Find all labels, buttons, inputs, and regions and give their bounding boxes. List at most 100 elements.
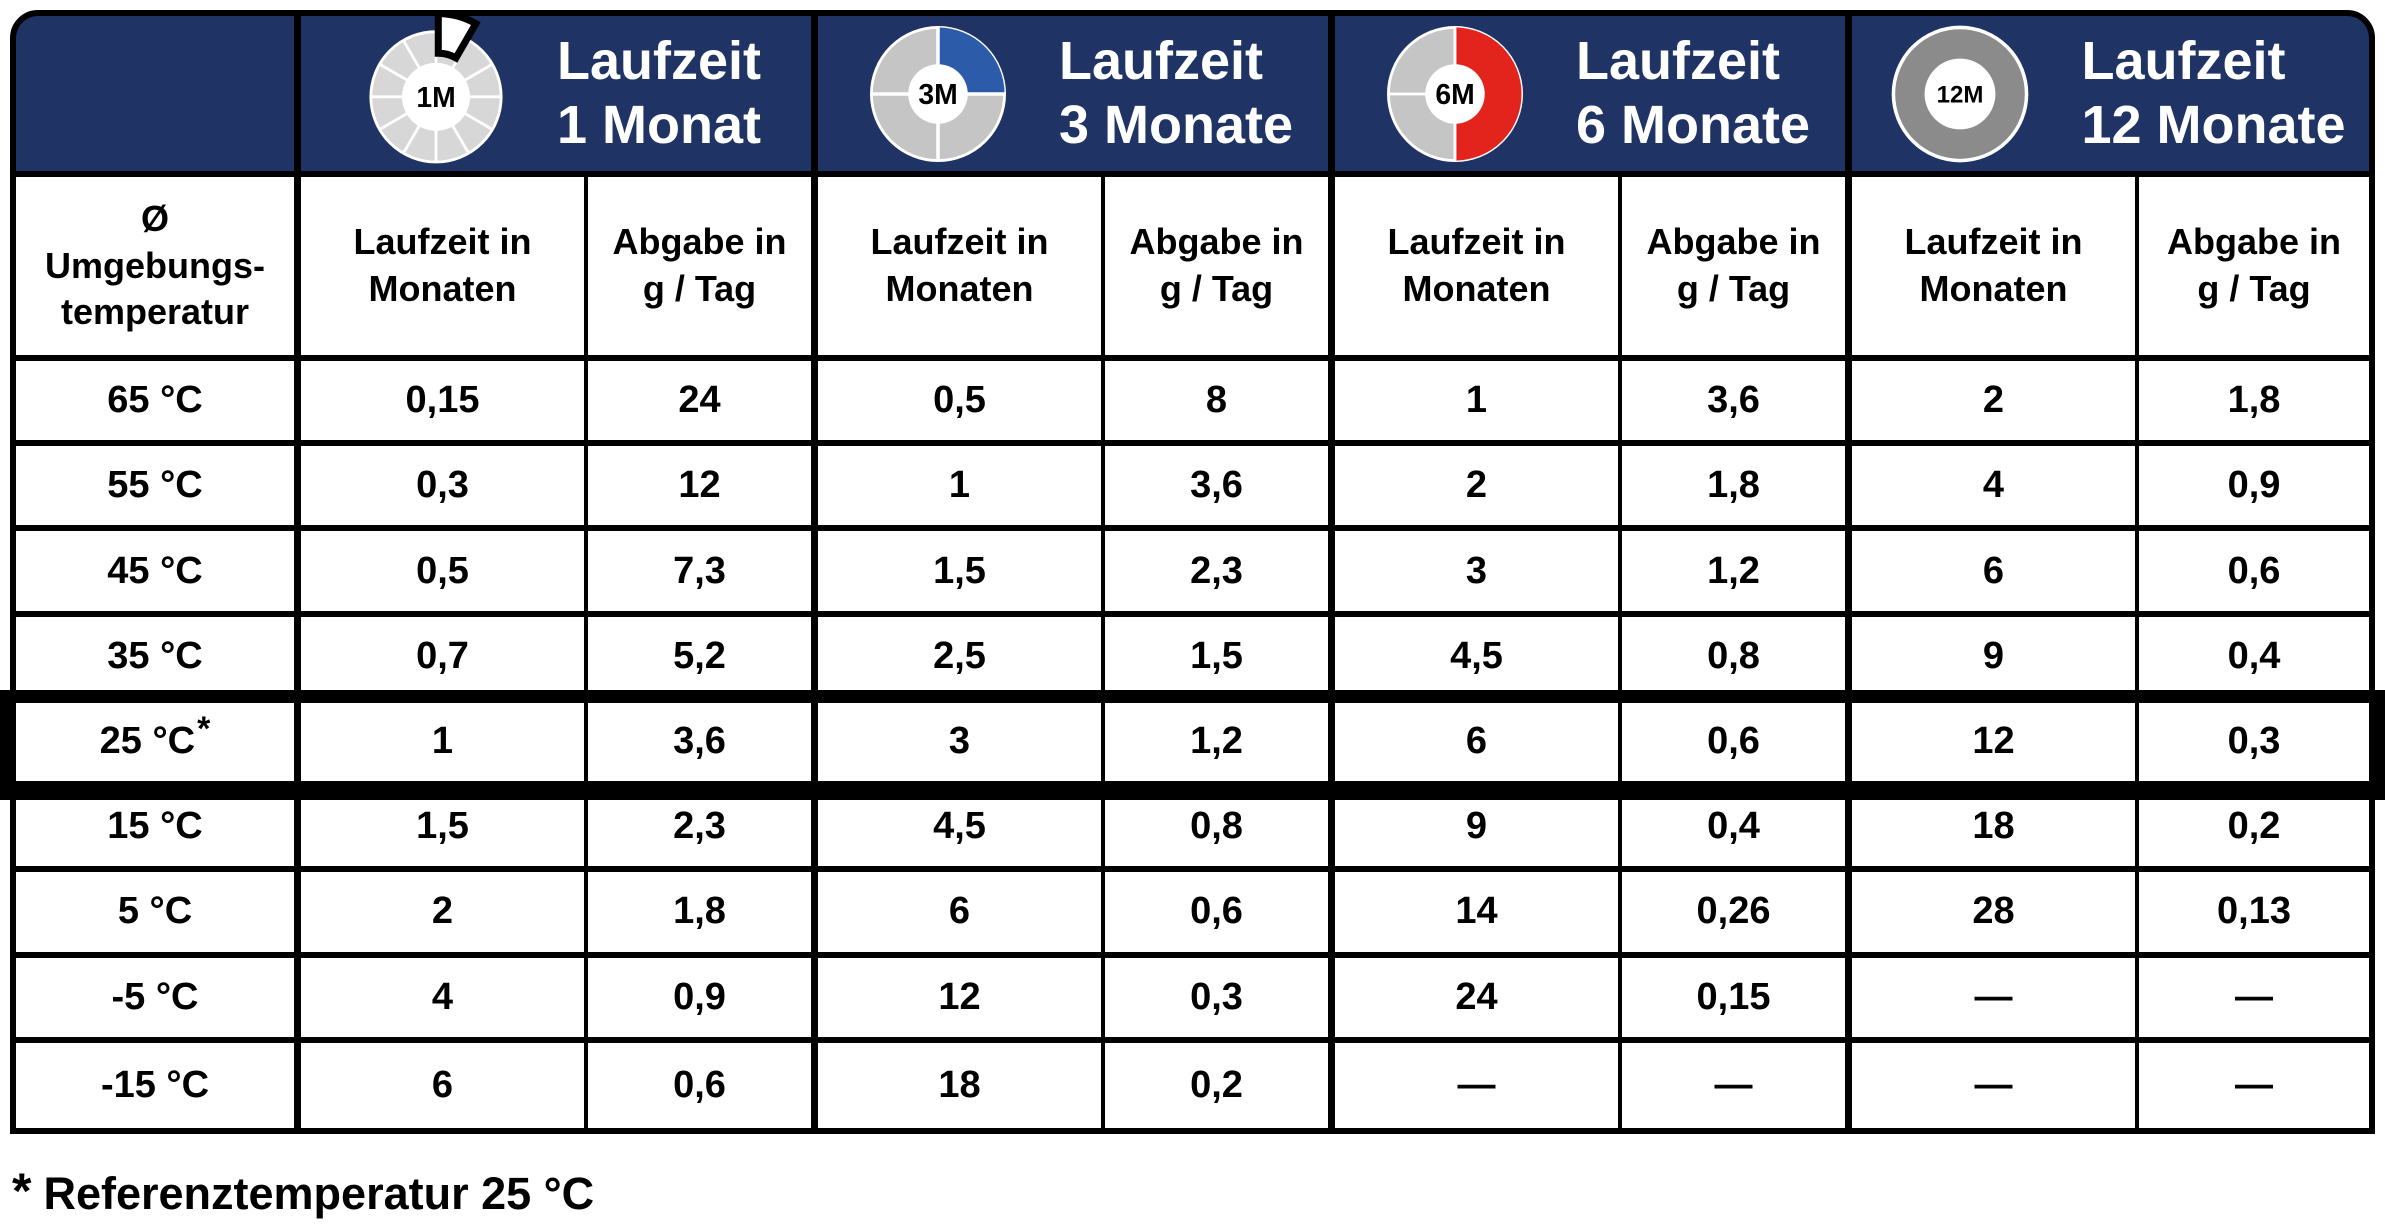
temp-cell: 15 °C — [16, 787, 301, 873]
value-cell: 6 — [1335, 701, 1622, 788]
value-cell: 0,7 — [301, 616, 588, 702]
value-cell: 0,9 — [588, 957, 818, 1043]
value-cell: 2,5 — [818, 616, 1105, 702]
temp-cell: -15 °C — [16, 1042, 301, 1128]
temp-cell: 45 °C — [16, 531, 301, 617]
header-title-6-months: Laufzeit 6 Monate — [1576, 30, 1810, 157]
value-cell: 1,5 — [818, 531, 1105, 617]
runtime-column-header: Laufzeit in Monaten — [1335, 177, 1622, 361]
value-cell: 0,4 — [2139, 616, 2369, 702]
header-group-3-months: 3M Laufzeit 3 Monate — [818, 16, 1335, 177]
release-column-header: Abgabe in g / Tag — [2139, 177, 2369, 361]
temp-column-header: Ø Umgebungs- temperatur — [16, 177, 301, 361]
pie-6m-label: 6M — [1435, 78, 1474, 110]
value-cell: 3,6 — [1105, 446, 1335, 532]
pie-12m-label: 12M — [1937, 81, 1984, 108]
value-cell: — — [1335, 1042, 1622, 1128]
release-column-header: Abgabe in g / Tag — [1622, 177, 1852, 361]
value-cell: 12 — [818, 957, 1105, 1043]
value-cell: 2 — [301, 872, 588, 958]
value-cell: 0,4 — [1622, 787, 1852, 873]
value-cell: 0,6 — [1105, 872, 1335, 958]
value-cell: 4 — [1852, 446, 2139, 532]
header-corner-cell — [16, 16, 301, 177]
value-cell: 1 — [1335, 361, 1622, 447]
runtime-column-header: Laufzeit in Monaten — [818, 177, 1105, 361]
value-cell: 0,6 — [1622, 701, 1852, 788]
value-cell: 0,3 — [1105, 957, 1335, 1043]
value-cell: 0,6 — [2139, 531, 2369, 617]
value-cell: 0,26 — [1622, 872, 1852, 958]
value-cell: 8 — [1105, 361, 1335, 447]
value-cell: 4,5 — [1335, 616, 1622, 702]
value-cell: 6 — [301, 1042, 588, 1128]
header-title-3-months: Laufzeit 3 Monate — [1059, 30, 1293, 157]
temp-cell: 55 °C — [16, 446, 301, 532]
value-cell: 2 — [1852, 361, 2139, 447]
value-cell: 12 — [1852, 701, 2139, 788]
value-cell: 0,8 — [1622, 616, 1852, 702]
value-cell: 18 — [818, 1042, 1105, 1128]
runtime-column-header: Laufzeit in Monaten — [301, 177, 588, 361]
release-column-header: Abgabe in g / Tag — [1105, 177, 1335, 361]
value-cell: 2,3 — [588, 787, 818, 873]
reference-asterisk: * — [197, 709, 211, 748]
value-cell: 2,3 — [1105, 531, 1335, 617]
value-cell: 18 — [1852, 787, 2139, 873]
value-cell: 5,2 — [588, 616, 818, 702]
value-cell: — — [1622, 1042, 1852, 1128]
value-cell: 4,5 — [818, 787, 1105, 873]
value-cell: 24 — [1335, 957, 1622, 1043]
value-cell: 3 — [1335, 531, 1622, 617]
value-cell: 1,8 — [1622, 446, 1852, 532]
value-cell: 1,8 — [588, 872, 818, 958]
footnote-asterisk: * — [12, 1163, 32, 1219]
pie-6-months-icon: 6M — [1386, 25, 1523, 162]
value-cell: 1,5 — [1105, 616, 1335, 702]
value-cell: 1,8 — [2139, 361, 2369, 447]
value-cell: 0,2 — [2139, 787, 2369, 873]
header-group-6-months: 6M Laufzeit 6 Monate — [1335, 16, 1852, 177]
value-cell: 7,3 — [588, 531, 818, 617]
value-cell: 0,6 — [588, 1042, 818, 1128]
value-cell: 1 — [301, 701, 588, 788]
value-cell: 0,2 — [1105, 1042, 1335, 1128]
header-title-line2: 12 Monate — [2081, 94, 2346, 155]
temp-cell: 65 °C — [16, 361, 301, 447]
header-group-12-months: 12M Laufzeit 12 Monate — [1852, 16, 2369, 177]
pie-12-months-icon: 12M — [1892, 25, 2029, 162]
value-cell: 2 — [1335, 446, 1622, 532]
header-title-line1: Laufzeit — [1058, 30, 1263, 91]
value-cell: 14 — [1335, 872, 1622, 958]
temp-header-line3: temperatur — [60, 291, 250, 333]
value-cell: 3,6 — [1622, 361, 1852, 447]
value-cell: 6 — [1852, 531, 2139, 617]
value-cell: — — [2139, 1042, 2369, 1128]
value-cell: — — [1852, 1042, 2139, 1128]
value-cell: 0,13 — [2139, 872, 2369, 958]
header-title-line2: 6 Monate — [1575, 94, 1811, 155]
value-cell: 3,6 — [588, 701, 818, 788]
value-cell: 1,2 — [1622, 531, 1852, 617]
header-title-line2: 3 Monate — [1058, 94, 1294, 155]
value-cell: 0,3 — [301, 446, 588, 532]
value-cell: 6 — [818, 872, 1105, 958]
value-cell: 9 — [1335, 787, 1622, 873]
value-cell: 0,3 — [2139, 701, 2369, 788]
value-cell: 0,15 — [1622, 957, 1852, 1043]
value-cell: 4 — [301, 957, 588, 1043]
value-cell: 0,5 — [301, 531, 588, 617]
runtime-column-header: Laufzeit in Monaten — [1852, 177, 2139, 361]
pie-1m-label: 1M — [416, 81, 455, 113]
header-title-12-months: Laufzeit 12 Monate — [2081, 30, 2345, 157]
temp-cell: -5 °C — [16, 957, 301, 1043]
value-cell: — — [2139, 957, 2369, 1043]
temp-cell: 5 °C — [16, 872, 301, 958]
footnote-text: Referenztemperatur 25 °C — [43, 1168, 595, 1219]
value-cell: 0,9 — [2139, 446, 2369, 532]
runtime-table: 1M Laufzeit 1 Monat 3M Laufzeit 3 Monate — [10, 10, 2375, 1134]
pie-3-months-icon: 3M — [869, 25, 1006, 162]
header-title-line1: Laufzeit — [2081, 30, 2286, 91]
temp-cell-reference: 25 °C * — [16, 701, 301, 788]
